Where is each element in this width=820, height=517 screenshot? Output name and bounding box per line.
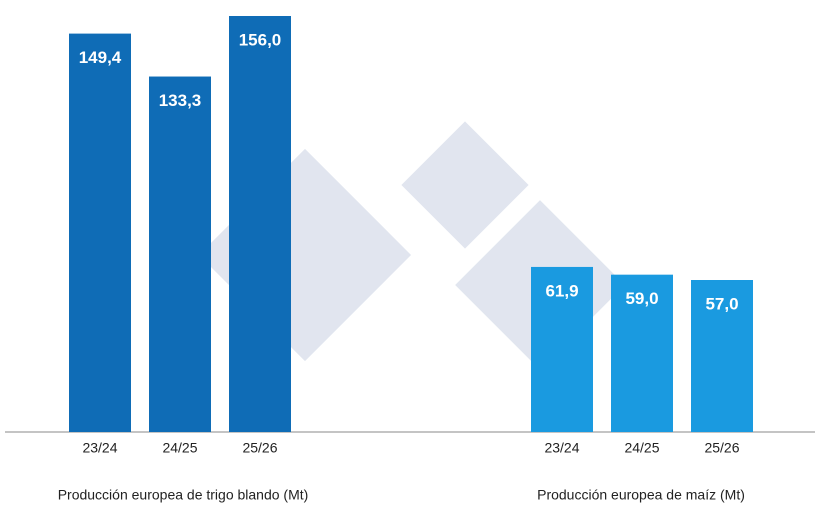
x-tick-label: 25/26 bbox=[704, 440, 739, 456]
bar bbox=[69, 33, 131, 432]
group-title: Producción europea de maíz (Mt) bbox=[537, 487, 745, 503]
group-title: Producción europea de trigo blando (Mt) bbox=[58, 487, 309, 503]
x-tick-label: 24/25 bbox=[624, 440, 659, 456]
bar bbox=[229, 16, 291, 432]
value-label: 149,4 bbox=[79, 48, 122, 67]
bar bbox=[611, 274, 673, 432]
value-label: 156,0 bbox=[239, 30, 282, 49]
x-tick-label: 24/25 bbox=[162, 440, 197, 456]
x-tick-label: 25/26 bbox=[242, 440, 277, 456]
value-label: 133,3 bbox=[159, 91, 202, 110]
x-tick-label: 23/24 bbox=[82, 440, 117, 456]
bar bbox=[149, 76, 211, 433]
x-tick-label: 23/24 bbox=[544, 440, 579, 456]
value-label: 57,0 bbox=[705, 294, 738, 313]
bar bbox=[691, 280, 753, 432]
value-label: 59,0 bbox=[625, 289, 658, 308]
value-label: 61,9 bbox=[545, 281, 578, 300]
bar bbox=[531, 266, 593, 432]
